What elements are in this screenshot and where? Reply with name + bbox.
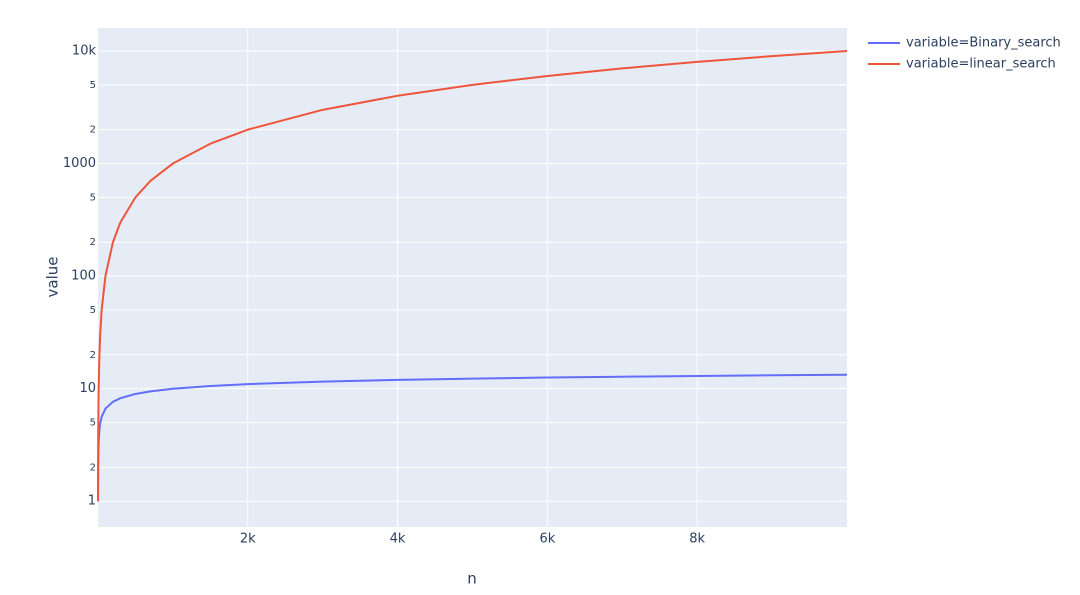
y-tick-label: 10k — [72, 43, 97, 58]
lines — [97, 49, 848, 502]
x-tick-label: 4k — [390, 532, 406, 547]
plot-area — [98, 28, 847, 527]
y-tick-label: 2 — [90, 462, 96, 473]
x-tick-label: 8k — [689, 532, 705, 547]
series-line — [97, 49, 848, 502]
x-tick-label: 6k — [539, 532, 555, 547]
y-axis-title: value — [44, 257, 62, 298]
y-tick-label: 2 — [90, 125, 96, 136]
labels: 1 2 5 10 2 5 100 2 5 1000 2 5 10k 2k 4k 6k 8k — [63, 43, 706, 546]
legend-label: variable=linear_search — [906, 57, 1056, 72]
x-axis-title: n — [467, 570, 477, 588]
y-tick-label: 2 — [90, 237, 96, 248]
y-tick-label: 100 — [71, 269, 96, 284]
y-tick-label: 2 — [90, 350, 96, 361]
legend-item[interactable]: variable=linear_search — [868, 57, 1056, 72]
y-tick-label: 10 — [79, 381, 96, 396]
y-tick-label: 5 — [90, 192, 96, 203]
y-tick-label: 1 — [88, 494, 96, 509]
y-tick-label: 5 — [90, 80, 96, 91]
y-tick-label: 5 — [90, 418, 96, 429]
x-tick-label: 2k — [240, 532, 256, 547]
legend-label: variable=Binary_search — [906, 36, 1061, 51]
y-tick-label: 1000 — [63, 156, 96, 171]
y-tick-label: 5 — [90, 305, 96, 316]
legend-item[interactable]: variable=Binary_search — [868, 36, 1061, 51]
grid — [98, 28, 847, 527]
